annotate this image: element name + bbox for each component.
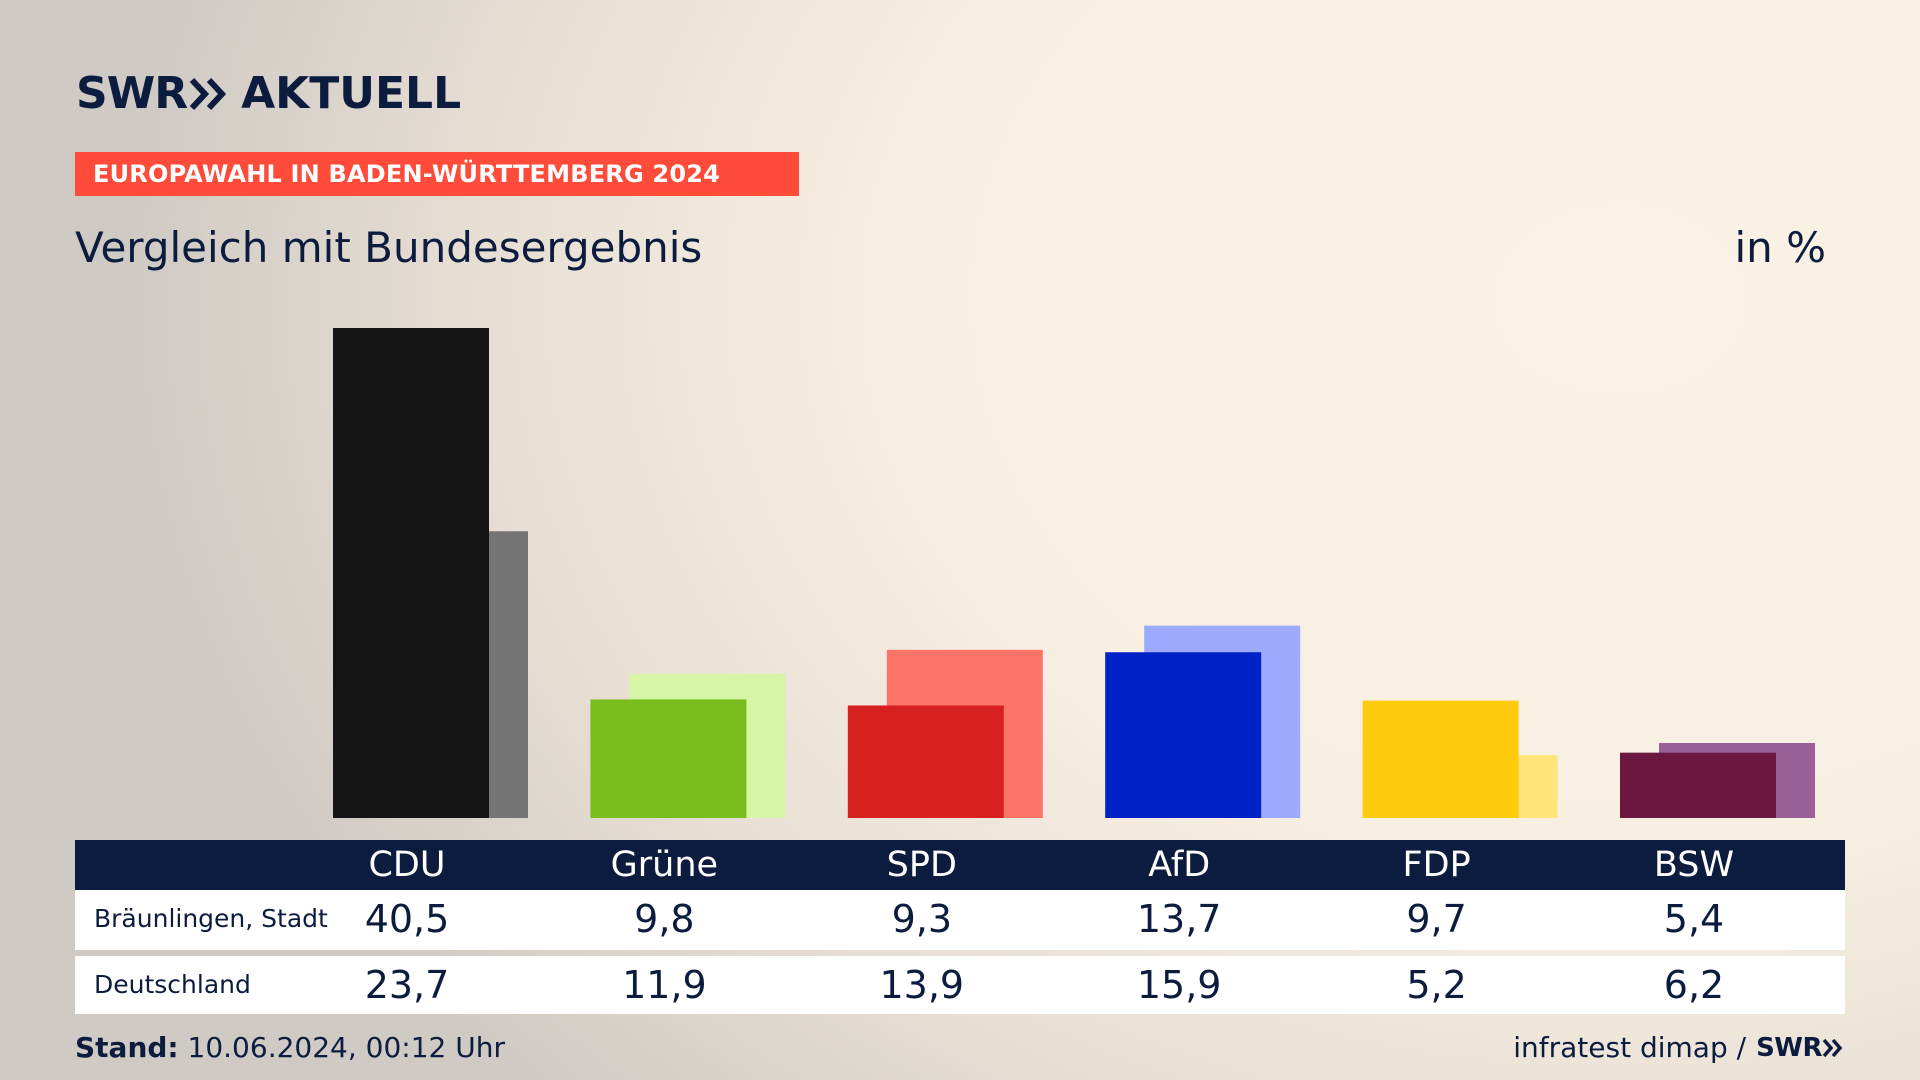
value-deutschland-cdu: 23,7	[364, 963, 450, 1007]
source-text: infratest dimap /	[1513, 1031, 1747, 1064]
value-local-bsw: 5,4	[1663, 897, 1725, 941]
value-local-cdu: 40,5	[364, 897, 450, 941]
swr-aktuell-logo: SWR AKTUELL	[76, 72, 461, 116]
value-deutschland-afd: 15,9	[1136, 963, 1222, 1007]
column-header-fdp: FDP	[1402, 845, 1471, 885]
value-local-fdp: 9,7	[1406, 897, 1467, 941]
logo-aktuell-text: AKTUELL	[241, 68, 462, 119]
column-header-spd: SPD	[886, 845, 957, 885]
column-header-bsw: BSW	[1653, 845, 1735, 885]
bar-local-fdp	[1362, 700, 1519, 818]
table-row-local: Bräunlingen, Stadt 40,5 9,8 9,3 13,7 9,7 5,4	[75, 890, 1845, 950]
value-deutschland-gruene: 11,9	[622, 963, 707, 1007]
value-local-gruene: 9,8	[634, 897, 695, 941]
value-deutschland-fdp: 5,2	[1406, 963, 1467, 1007]
bar-local-afd	[1105, 652, 1262, 818]
table-row-national: Deutschland 23,7 11,9 13,9 15,9 5,2 6,2	[75, 956, 1845, 1014]
results-table: CDU Grüne SPD AfD FDP BSW Bräunlingen, Stadt …	[75, 840, 1845, 1014]
column-header-cdu: CDU	[368, 845, 446, 885]
row-label-local: Bräunlingen, Stadt	[94, 904, 328, 933]
unit-label: in %	[1734, 223, 1826, 272]
bar-local-bsw	[1620, 752, 1776, 818]
timestamp: Stand: 10.06.2024, 00:12 Uhr	[75, 1030, 505, 1066]
footer-swr-logo: SWR	[1756, 1033, 1822, 1063]
value-local-spd: 9,3	[891, 897, 953, 941]
stand-value: 10.06.2024, 00:12 Uhr	[187, 1031, 505, 1064]
table-header-row: CDU Grüne SPD AfD FDP BSW	[75, 840, 1845, 890]
stand-label: Stand:	[75, 1031, 179, 1064]
column-header-gruene: Grüne	[610, 845, 719, 885]
value-local-afd: 13,7	[1136, 897, 1222, 941]
source-credit: infratest dimap / SWR	[1513, 1030, 1844, 1066]
footer-double-chevron-icon	[1822, 1038, 1843, 1058]
chart-title: Vergleich mit Bundesergebnis	[75, 223, 703, 272]
row-label-national: Deutschland	[94, 970, 251, 999]
election-banner: EUROPAWAHL IN BADEN-WÜRTTEMBERG 2024	[75, 152, 799, 196]
value-deutschland-spd: 13,9	[879, 963, 965, 1007]
bar-local-spd	[847, 705, 1004, 818]
bar-local-cdu	[333, 328, 489, 818]
bar-local-gruene	[590, 699, 747, 818]
logo-swr-text: SWR	[76, 68, 188, 119]
column-header-afd: AfD	[1148, 845, 1211, 885]
value-deutschland-bsw: 6,2	[1663, 963, 1725, 1007]
double-chevron-icon	[189, 77, 227, 111]
